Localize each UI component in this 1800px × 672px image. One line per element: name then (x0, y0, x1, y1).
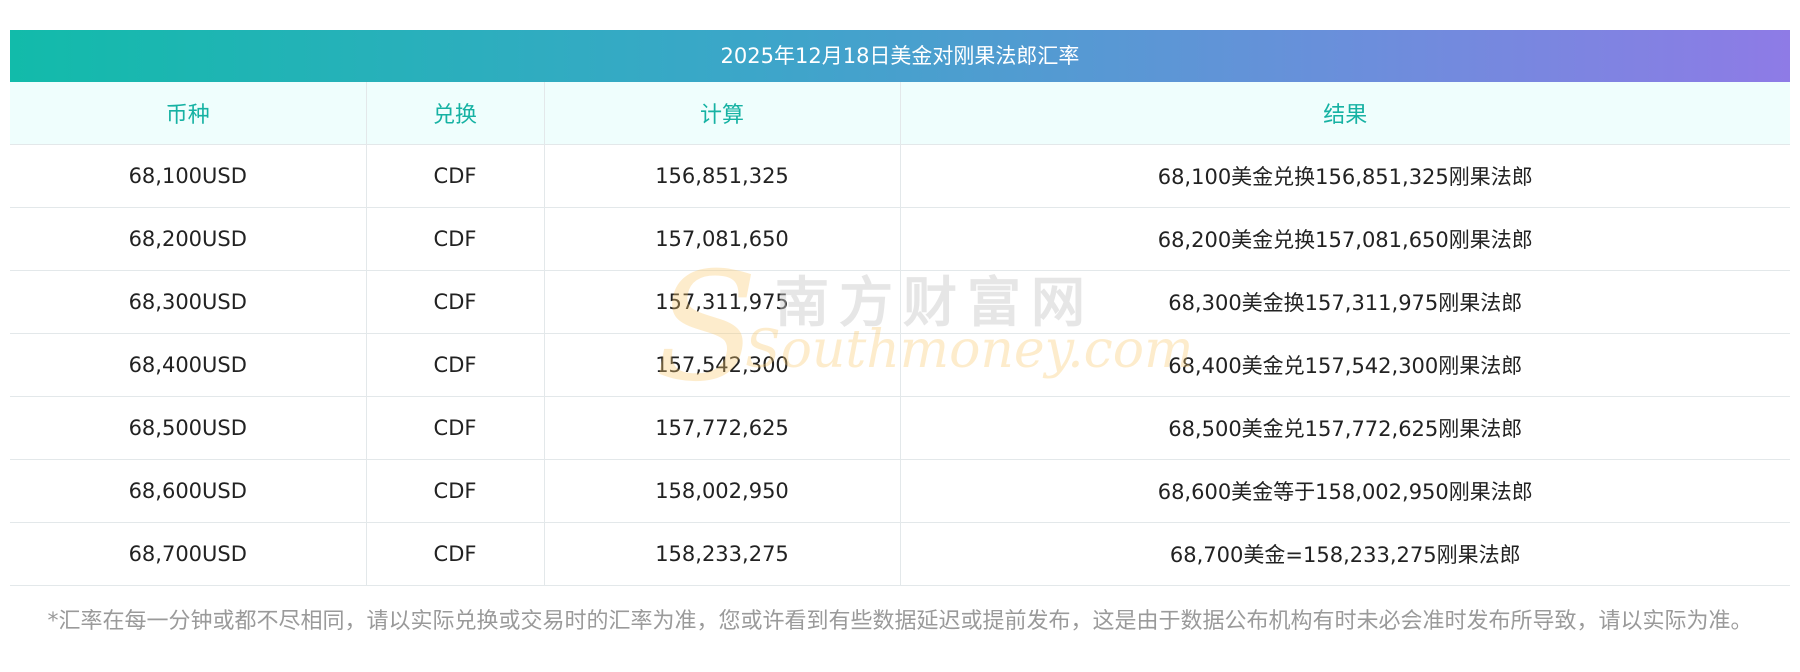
currency-cell: 68,400USD (10, 333, 367, 397)
currency-cell: 68,600USD (10, 459, 367, 523)
exchange-cell: CDF (366, 396, 545, 460)
result-cell: 68,400美金兑157,542,300刚果法郎 (900, 333, 1790, 397)
result-cell: 68,600美金等于158,002,950刚果法郎 (900, 459, 1790, 523)
calculation-cell: 158,002,950 (544, 459, 901, 523)
column-header-exchange: 兑换 (366, 82, 545, 145)
exchange-cell: CDF (366, 270, 545, 334)
result-cell: 68,300美金换157,311,975刚果法郎 (900, 270, 1790, 334)
currency-cell: 68,700USD (10, 522, 367, 586)
result-cell: 68,100美金兑换156,851,325刚果法郎 (900, 144, 1790, 208)
table-row: 68,200USD CDF 157,081,650 68,200美金兑换157,… (10, 207, 1790, 271)
disclaimer-note: *汇率在每一分钟或都不尽相同，请以实际兑换或交易时的汇率为准，您或许看到有些数据… (47, 609, 1753, 634)
exchange-rate-table: 币种 兑换 计算 结果 68,100USD CDF 156,851,325 68… (10, 82, 1790, 586)
rate-table-container: 2025年12月18日美金对刚果法郎汇率 币种 兑换 计算 结果 68,100U… (10, 30, 1790, 640)
calculation-cell: 157,311,975 (544, 270, 901, 334)
exchange-cell: CDF (366, 459, 545, 523)
table-row: 68,300USD CDF 157,311,975 68,300美金换157,3… (10, 270, 1790, 334)
table-row: 68,700USD CDF 158,233,275 68,700美金=158,2… (10, 522, 1790, 586)
calculation-cell: 157,542,300 (544, 333, 901, 397)
calculation-cell: 157,081,650 (544, 207, 901, 271)
exchange-cell: CDF (366, 333, 545, 397)
result-cell: 68,700美金=158,233,275刚果法郎 (900, 522, 1790, 586)
currency-cell: 68,500USD (10, 396, 367, 460)
table-row: 68,600USD CDF 158,002,950 68,600美金等于158,… (10, 459, 1790, 523)
exchange-cell: CDF (366, 207, 545, 271)
currency-cell: 68,200USD (10, 207, 367, 271)
exchange-cell: CDF (366, 144, 545, 208)
table-row: 68,500USD CDF 157,772,625 68,500美金兑157,7… (10, 396, 1790, 460)
currency-cell: 68,300USD (10, 270, 367, 334)
table-row: 68,100USD CDF 156,851,325 68,100美金兑换156,… (10, 144, 1790, 208)
calculation-cell: 157,772,625 (544, 396, 901, 460)
currency-cell: 68,100USD (10, 144, 367, 208)
calculation-cell: 158,233,275 (544, 522, 901, 586)
column-header-currency: 币种 (10, 82, 367, 145)
table-title: 2025年12月18日美金对刚果法郎汇率 (10, 30, 1790, 82)
table-row: 68,400USD CDF 157,542,300 68,400美金兑157,5… (10, 333, 1790, 397)
table-header-row: 币种 兑换 计算 结果 (10, 82, 1790, 145)
column-header-result: 结果 (900, 82, 1790, 145)
result-cell: 68,200美金兑换157,081,650刚果法郎 (900, 207, 1790, 271)
result-cell: 68,500美金兑157,772,625刚果法郎 (900, 396, 1790, 460)
column-header-calculation: 计算 (544, 82, 901, 145)
exchange-cell: CDF (366, 522, 545, 586)
calculation-cell: 156,851,325 (544, 144, 901, 208)
